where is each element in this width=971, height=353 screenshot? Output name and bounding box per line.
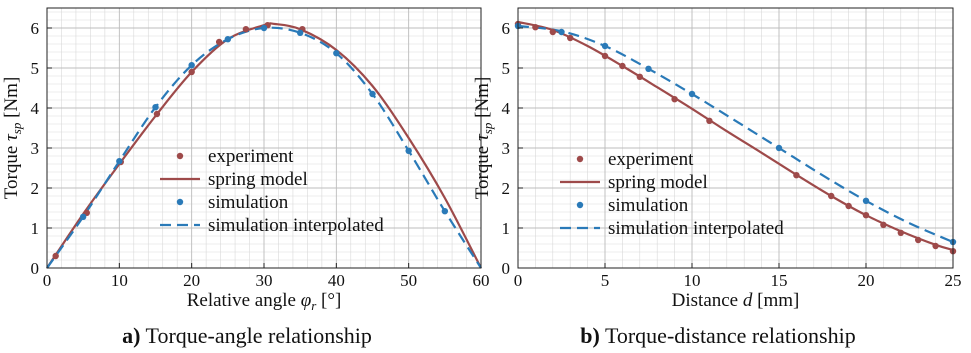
- y-tick-label: 4: [31, 99, 40, 118]
- data-point-simulation: [333, 50, 340, 57]
- x-tick-label: 50: [400, 271, 417, 290]
- legend-label: experiment: [208, 146, 294, 167]
- data-point-experiment: [828, 192, 835, 200]
- data-point-experiment: [601, 52, 609, 60]
- data-point-simulation: [152, 104, 159, 111]
- legend-marker: [576, 155, 584, 163]
- y-tick-label: 0: [31, 259, 40, 278]
- y-tick-label: 6: [502, 19, 511, 38]
- x-tick-label: 20: [858, 271, 875, 290]
- legend-label: simulation: [608, 195, 689, 216]
- data-point-experiment: [636, 73, 643, 81]
- x-tick-label: 15: [771, 271, 788, 290]
- x-tick-label: 5: [601, 271, 610, 290]
- plot-frame-b: [517, 7, 954, 269]
- legend-label: experiment: [608, 149, 694, 170]
- data-point-experiment: [706, 117, 713, 125]
- x-tick-label: 60: [473, 271, 490, 290]
- data-point-simulation: [645, 65, 652, 73]
- x-tick-label: 25: [945, 271, 962, 290]
- data-point-simulation: [558, 28, 565, 36]
- y-tick-label: 6: [31, 19, 40, 38]
- data-point-simulation: [601, 42, 609, 50]
- data-point-simulation: [116, 158, 123, 165]
- x-axis-label-a: Relative angle φr [°]: [187, 290, 342, 313]
- x-axis-label-b: Distance d [mm]: [672, 290, 800, 311]
- legend-label: spring model: [608, 172, 708, 193]
- y-tick-label: 5: [502, 59, 511, 78]
- series-a: [46, 22, 482, 269]
- data-point-experiment: [862, 212, 870, 219]
- y-tick-label: 2: [31, 179, 40, 198]
- legend-label: simulation: [208, 192, 289, 213]
- data-point-simulation: [296, 29, 304, 36]
- data-point-simulation: [369, 90, 376, 98]
- series-line-simulation-interpolated: [517, 24, 954, 244]
- data-point-experiment: [242, 26, 250, 33]
- x-tick-label: 0: [514, 271, 523, 290]
- x-tick-label: 10: [111, 271, 128, 290]
- x-tick-label: 0: [43, 271, 52, 290]
- legend-label: simulation interpolated: [208, 215, 384, 236]
- data-point-simulation: [260, 24, 268, 32]
- data-point-experiment: [532, 24, 539, 31]
- data-point-experiment: [880, 221, 887, 228]
- data-point-experiment: [549, 28, 556, 36]
- y-tick-label: 1: [502, 219, 511, 238]
- data-point-experiment: [153, 110, 161, 118]
- y-tick-label: 5: [31, 59, 40, 78]
- data-point-simulation: [79, 213, 87, 220]
- data-point-experiment: [915, 236, 922, 244]
- caption-b: b) Torque-distance relationship: [580, 323, 855, 348]
- data-point-simulation: [775, 144, 783, 152]
- data-point-simulation: [441, 208, 449, 215]
- ticks-b: 0 5 10 15 20 25 0 1 2 3 4 5 6: [502, 19, 962, 290]
- y-tick-label: 3: [31, 139, 40, 158]
- data-point-experiment: [671, 96, 678, 103]
- x-tick-label: 40: [328, 271, 345, 290]
- data-point-simulation: [862, 197, 870, 204]
- data-point-experiment: [897, 229, 904, 236]
- grid-b: [517, 8, 954, 269]
- x-tick-label: 20: [183, 271, 200, 290]
- series-b: [514, 20, 957, 255]
- data-point-experiment: [215, 38, 223, 46]
- data-point-experiment: [188, 68, 195, 76]
- series-line-spring-model: [517, 20, 954, 252]
- y-tick-label: 2: [502, 179, 511, 198]
- legend-label: spring model: [208, 169, 308, 190]
- data-point-experiment: [793, 172, 800, 179]
- y-tick-label: 0: [502, 259, 511, 278]
- y-tick-label: 3: [502, 139, 511, 158]
- y-axis-label-b: Torque τsp [Nm]: [472, 77, 495, 200]
- data-point-simulation: [224, 36, 232, 43]
- y-axis-label-a: Torque τsp [Nm]: [1, 77, 24, 200]
- x-tick-label: 10: [684, 271, 701, 290]
- data-point-experiment: [932, 242, 939, 250]
- x-tick-label: 30: [256, 271, 273, 290]
- legend-marker: [176, 152, 184, 160]
- y-tick-label: 4: [502, 99, 511, 118]
- data-point-simulation: [188, 61, 195, 69]
- data-point-experiment: [845, 202, 852, 210]
- data-point-experiment: [567, 34, 574, 42]
- data-point-experiment: [619, 62, 626, 70]
- data-point-simulation: [405, 147, 412, 154]
- ticks-a: 0 10 20 30 40 50 60 0 1 2 3 4 5 6: [31, 19, 490, 290]
- caption-a: a) Torque-angle relationship: [122, 323, 372, 348]
- data-point-experiment: [52, 252, 59, 260]
- legend-marker: [176, 198, 184, 206]
- y-tick-label: 1: [31, 219, 40, 238]
- legend-label: simulation interpolated: [608, 218, 784, 239]
- data-point-simulation: [688, 90, 696, 98]
- legend-marker: [576, 201, 584, 209]
